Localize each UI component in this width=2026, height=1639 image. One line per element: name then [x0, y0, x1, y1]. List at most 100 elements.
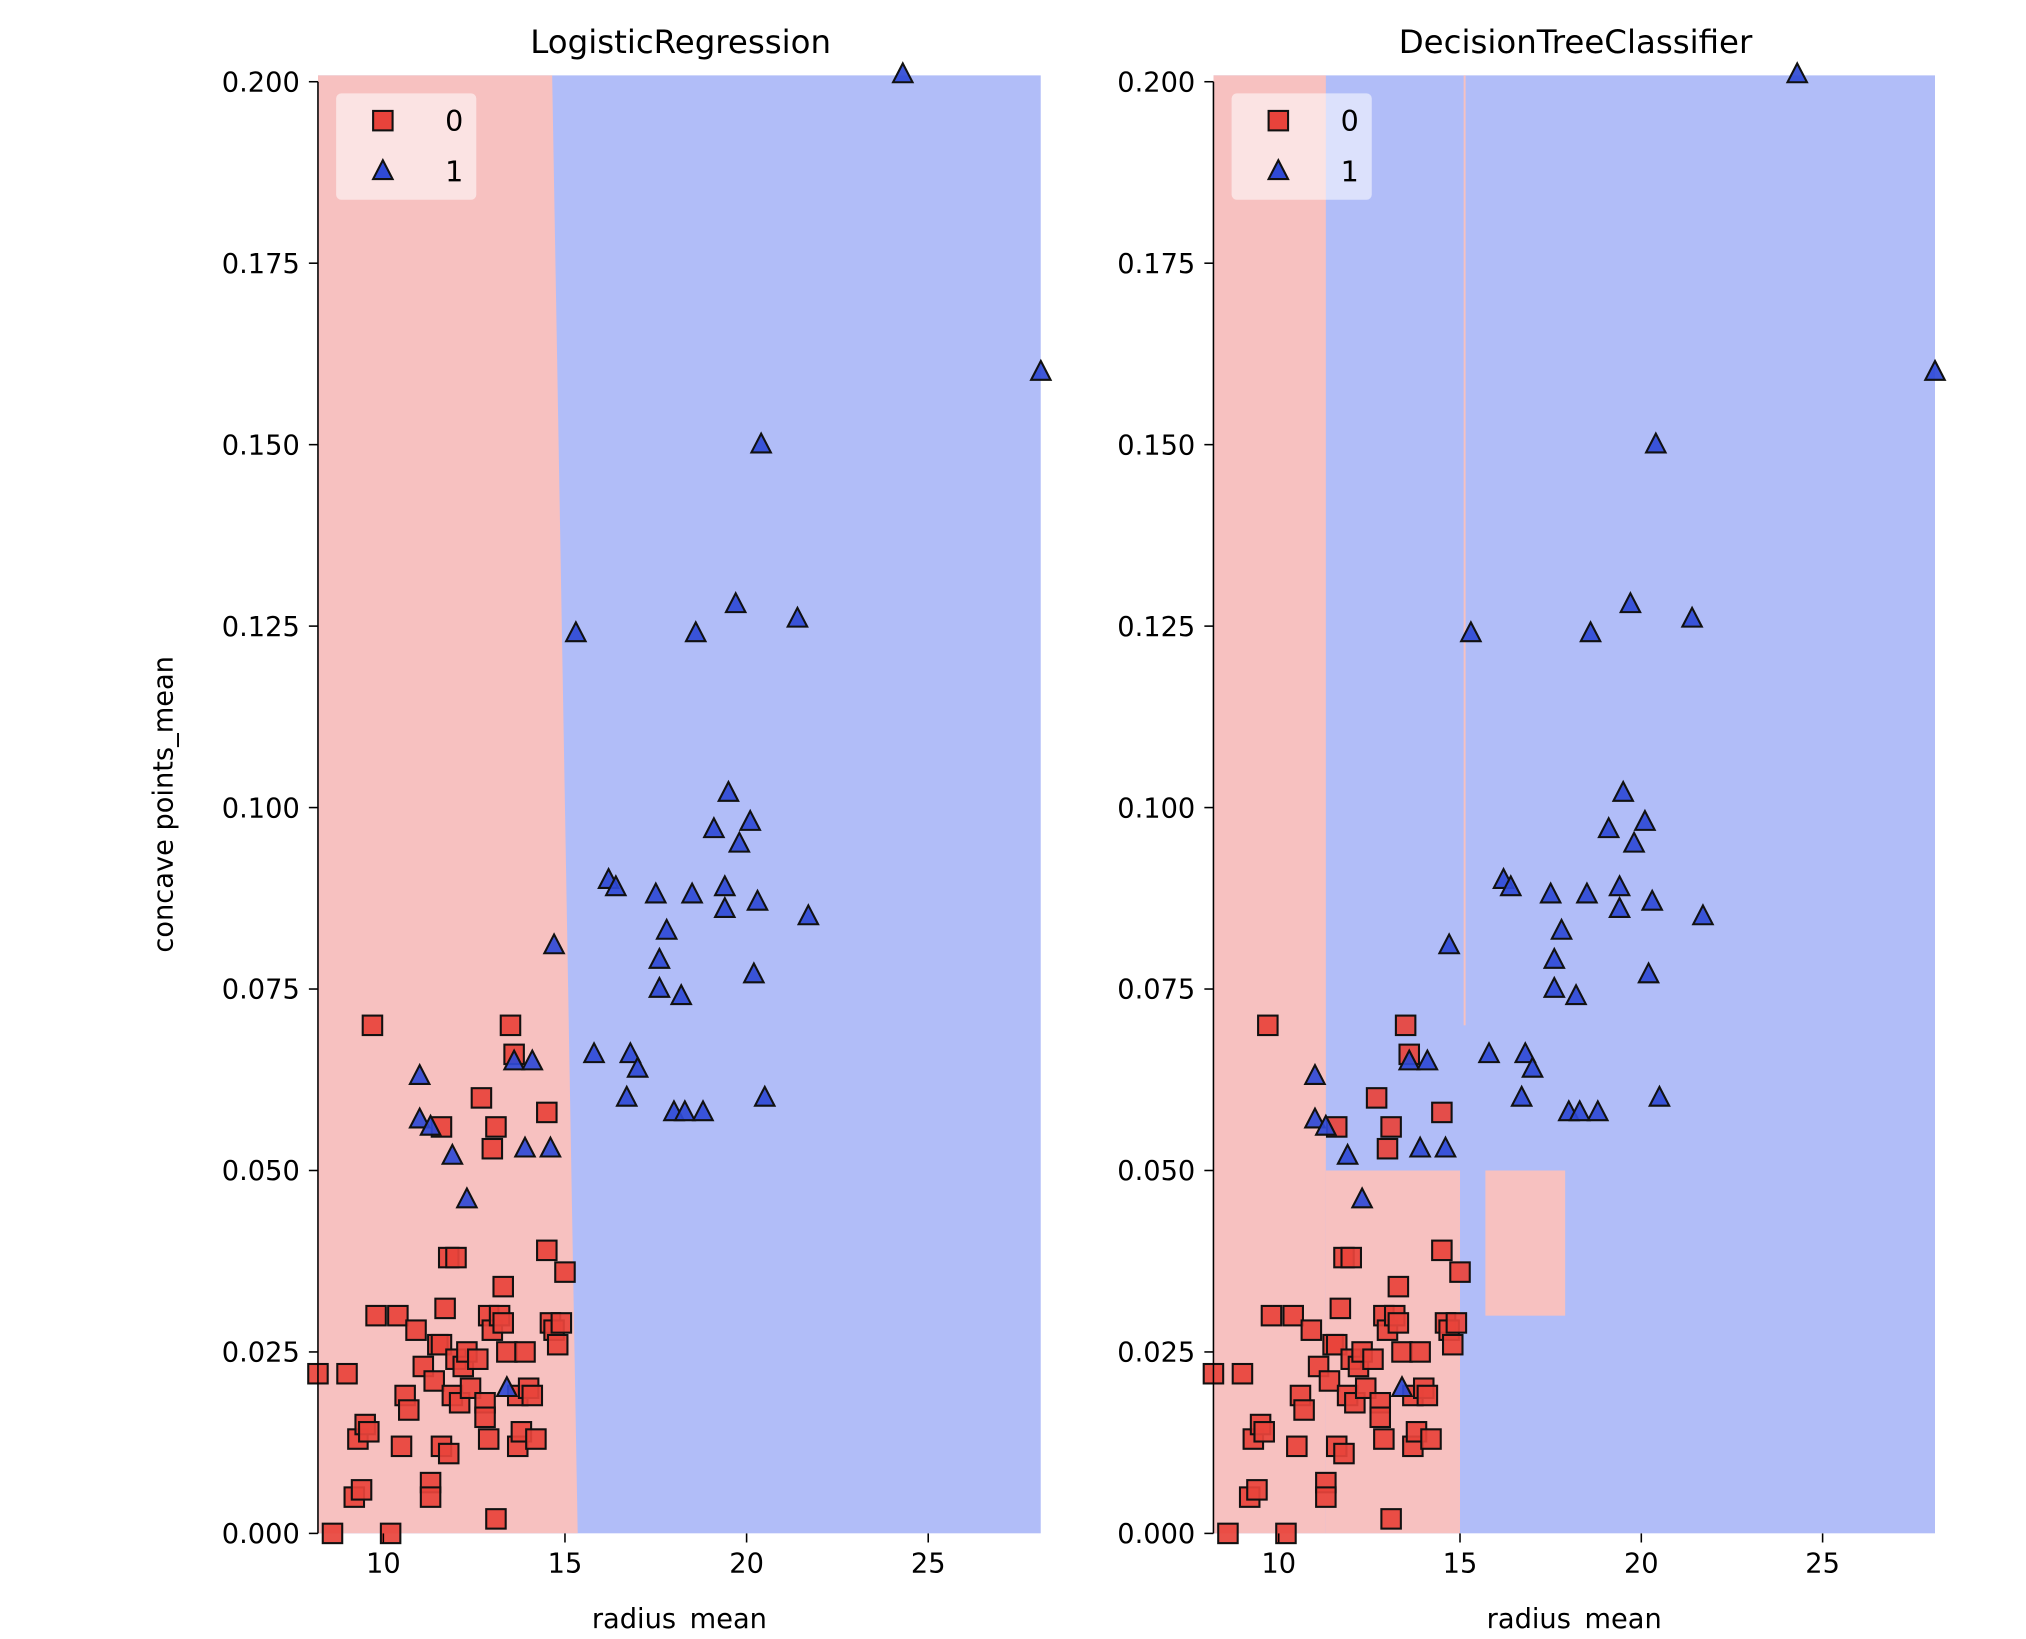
point-class-0	[496, 1341, 518, 1363]
region-class-0	[1213, 75, 1326, 1534]
point-class-1	[1336, 1142, 1360, 1165]
point-class-1	[1644, 431, 1668, 454]
point-class-0	[1449, 1261, 1471, 1283]
point-class-1	[753, 1084, 777, 1107]
point-class-0	[365, 1304, 387, 1327]
y-tick-label: 0.175	[222, 249, 300, 280]
legend-label: 1	[1341, 156, 1359, 189]
point-class-0	[1340, 1246, 1363, 1269]
point-class-1	[738, 808, 762, 831]
point-class-1	[1434, 1135, 1457, 1158]
point-class-1	[742, 961, 766, 984]
point-class-1	[1640, 888, 1664, 911]
y-tick-label: 0.050	[222, 1156, 300, 1187]
x-tick-label: 20	[1624, 1548, 1659, 1579]
y-tick-label: 0.175	[1117, 249, 1195, 280]
point-class-1	[1539, 881, 1563, 904]
point-class-1	[1579, 620, 1602, 643]
point-class-0	[546, 1333, 569, 1356]
point-class-1	[1608, 895, 1631, 919]
point-class-0	[481, 1137, 504, 1160]
point-class-1	[1397, 1048, 1421, 1071]
point-class-0	[1275, 1522, 1297, 1545]
y-tick-label: 0.025	[222, 1338, 300, 1369]
point-class-0	[1362, 1348, 1384, 1370]
point-class-0	[1253, 1421, 1275, 1443]
point-class-1	[891, 61, 915, 84]
point-class-0	[1380, 1508, 1402, 1530]
point-class-0	[499, 1014, 522, 1037]
point-class-1	[655, 917, 679, 940]
y-tick-label: 0.150	[1117, 430, 1195, 461]
point-class-0	[550, 1312, 573, 1334]
point-class-1	[440, 1142, 464, 1165]
point-class-1	[1303, 1062, 1327, 1085]
point-class-0	[521, 1384, 544, 1407]
point-class-1	[1648, 1084, 1671, 1107]
point-class-1	[1303, 1106, 1327, 1129]
legend-box	[336, 93, 477, 200]
point-class-1	[1680, 605, 1704, 628]
y-tick-label: 0.150	[222, 430, 300, 461]
region-class-0	[1485, 1170, 1566, 1316]
point-class-1	[702, 816, 726, 839]
point-class-0	[387, 1304, 409, 1327]
point-class-0	[1441, 1333, 1464, 1356]
point-class-0	[1394, 1014, 1417, 1037]
point-class-1	[520, 1048, 544, 1071]
y-tick-label: 0.050	[1117, 1156, 1195, 1187]
x-tick-label: 25	[911, 1548, 946, 1579]
point-class-0	[1376, 1137, 1399, 1160]
point-class-1	[1477, 1041, 1501, 1064]
point-class-1	[1637, 961, 1661, 984]
point-class-1	[604, 874, 628, 897]
legend-label: 1	[445, 156, 463, 189]
point-class-0	[470, 1087, 493, 1109]
y-tick-label: 0.125	[222, 612, 300, 643]
point-class-0	[423, 1370, 445, 1392]
point-class-1	[1618, 591, 1642, 614]
point-class-0	[434, 1297, 456, 1320]
legend-marker-triangle	[1266, 157, 1290, 181]
point-class-0	[477, 1428, 500, 1450]
point-class-1	[796, 903, 820, 926]
point-class-1	[1550, 917, 1573, 940]
point-class-0	[1257, 1014, 1279, 1037]
point-class-1	[644, 881, 668, 904]
point-class-1	[1622, 830, 1646, 853]
point-class-0	[419, 1486, 442, 1508]
chart-title: LogisticRegression	[530, 23, 831, 61]
point-class-1	[647, 946, 671, 969]
chart-title: DecisionTreeClassifier	[1399, 23, 1753, 61]
legend-label: 0	[445, 105, 463, 138]
y-tick-label: 0.000	[222, 1519, 300, 1550]
x-axis-label: radius_mean	[1487, 1604, 1662, 1632]
x-tick-label: 10	[366, 1548, 401, 1579]
point-class-0	[358, 1421, 380, 1443]
x-tick-label: 15	[548, 1548, 583, 1579]
y-tick-label: 0.100	[1117, 793, 1195, 824]
point-class-1	[684, 620, 708, 643]
point-class-0	[1231, 1362, 1254, 1385]
point-class-1	[1521, 1055, 1544, 1078]
point-class-0	[1315, 1486, 1337, 1508]
point-class-0	[536, 1101, 558, 1124]
y-tick-label: 0.075	[222, 975, 300, 1006]
point-class-0	[474, 1406, 496, 1429]
region-class-0	[317, 75, 578, 1534]
y-tick-label: 0.075	[1117, 975, 1195, 1006]
legend-box	[1231, 93, 1372, 200]
point-class-1	[1510, 1084, 1534, 1107]
point-class-1	[680, 881, 704, 904]
point-class-1	[419, 1113, 443, 1136]
point-class-0	[1260, 1304, 1283, 1327]
subplot-1: 10 15 20 250.0000.0250.0500.0750.1000.1250.…	[149, 23, 1053, 1635]
point-class-0	[1282, 1304, 1304, 1327]
y-tick-label: 0.100	[222, 793, 300, 824]
x-axis-label: radius_mean	[592, 1604, 767, 1632]
point-class-1	[615, 1084, 639, 1107]
x-tick-label: 20	[729, 1548, 764, 1579]
point-class-0	[1217, 1522, 1239, 1545]
